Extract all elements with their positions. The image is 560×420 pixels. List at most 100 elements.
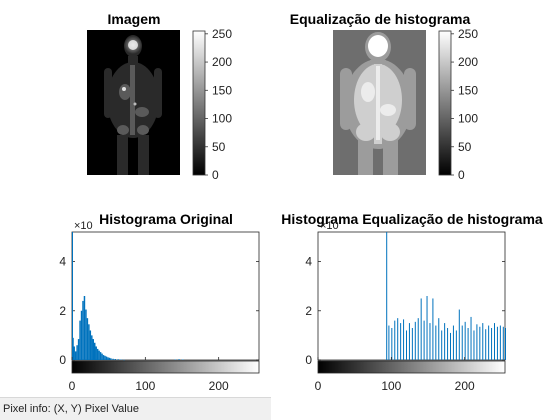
colorbar-tick-label: 200	[458, 55, 478, 69]
colorbar-tick-label: 50	[458, 140, 472, 154]
histogram-bar	[450, 332, 451, 360]
histogram-bar	[485, 329, 487, 360]
histogram-bar	[470, 316, 472, 360]
y-tick-label: 4	[59, 255, 66, 269]
histogram-bar	[85, 309, 87, 360]
histogram-bar	[182, 359, 184, 361]
colorbar-tick-label: 250	[458, 27, 478, 41]
pixel-info-statusbar: Pixel info: (X, Y) Pixel Value	[0, 397, 271, 420]
histogram-bar	[429, 323, 431, 360]
histogram-bar	[417, 318, 419, 360]
histogram-bar	[452, 325, 454, 360]
histogram-bar	[88, 324, 90, 360]
colorbar-tick-label: 150	[458, 83, 478, 97]
colorbar-original: 250 200 150 100 50 0	[192, 27, 232, 182]
histogram-bar	[391, 328, 393, 360]
histogram-bar	[400, 323, 402, 360]
histogram-bar	[467, 328, 469, 360]
image-equalized-title: Equalização de histograma	[290, 11, 471, 27]
histogram-bar	[89, 330, 92, 360]
histogram-bar	[95, 346, 97, 360]
x-tick-label: 200	[209, 379, 229, 393]
histogram-bar	[77, 339, 80, 360]
histogram-bar	[426, 296, 428, 360]
pixel-info-text: Pixel info: (X, Y) Pixel Value	[3, 403, 139, 415]
histogram-bar	[397, 318, 399, 360]
histogram-equalized-title: Histograma Equalização de histograma	[281, 211, 543, 227]
histogram-bar	[479, 326, 481, 360]
histogram-bar	[72, 337, 74, 360]
histogram-bar	[79, 320, 81, 360]
histogram-original-chart[interactable]: 0 2 4 ×10 0 100 200	[59, 220, 260, 393]
histogram-bar	[120, 359, 122, 361]
histogram-bar	[117, 359, 119, 360]
colorbar-tick-label: 250	[212, 27, 232, 41]
histogram-bar	[476, 324, 478, 360]
histogram-bar	[423, 320, 425, 360]
histogram-bar	[458, 309, 460, 360]
y-tick-label: 4	[305, 255, 312, 269]
histogram-bar	[110, 358, 112, 360]
histogram-bar	[91, 335, 93, 360]
pet-image-original[interactable]	[87, 30, 180, 175]
histogram-equalized-chart[interactable]: 0 2 4 ×10 0 100 200	[305, 220, 506, 393]
histogram-bar	[491, 328, 493, 360]
intensity-colorstrip	[71, 360, 260, 374]
y-exponent-label: ×10	[320, 220, 339, 232]
histogram-bar	[114, 359, 116, 360]
histogram-bar	[76, 345, 78, 360]
x-tick-label: 100	[381, 379, 401, 393]
histogram-bar	[80, 310, 83, 360]
histogram-bar	[408, 323, 410, 360]
histogram-bar	[488, 325, 490, 360]
histogram-bar	[435, 325, 437, 360]
histogram-bar	[99, 352, 102, 360]
y-tick-label: 2	[305, 304, 312, 318]
histogram-bar	[447, 328, 449, 360]
histogram-bar	[178, 359, 180, 360]
histogram-bar	[441, 330, 443, 360]
histogram-bar	[455, 330, 457, 360]
histogram-bar	[73, 346, 75, 360]
histogram-bar	[86, 318, 89, 360]
histogram-bar	[394, 320, 396, 360]
colorbar-equalized: 250 200 150 100 50 0	[438, 27, 478, 182]
histogram-bar	[112, 358, 114, 360]
histogram-bar	[420, 298, 422, 360]
histogram-bar	[174, 359, 177, 361]
colorbar-tick-label: 0	[458, 168, 465, 182]
histogram-bar	[74, 351, 77, 360]
pet-image-equalized[interactable]	[333, 30, 426, 175]
histogram-bar	[107, 357, 109, 360]
y-tick-label: 2	[59, 304, 66, 318]
histogram-bar	[82, 300, 84, 360]
colorbar-tick-label: 150	[212, 83, 232, 97]
histogram-bar	[98, 350, 100, 360]
histogram-original-title: Histograma Original	[99, 211, 233, 227]
histogram-bar	[444, 323, 446, 360]
plot-area	[71, 231, 260, 361]
histogram-bar	[105, 356, 108, 360]
colorbar-tick-label: 200	[212, 55, 232, 69]
histogram-bar	[102, 355, 105, 360]
colorbar-tick-label: 100	[458, 112, 478, 126]
y-tick-label: 0	[59, 353, 66, 367]
y-tick-label: 0	[305, 353, 312, 367]
histogram-bar	[101, 353, 103, 360]
image-original-title: Imagem	[108, 11, 161, 27]
histogram-bar	[83, 296, 86, 360]
histogram-bar	[502, 326, 504, 360]
x-tick-label: 200	[455, 379, 475, 393]
histogram-bar	[499, 325, 501, 360]
histogram-bar	[414, 321, 416, 360]
histogram-bar	[411, 328, 413, 360]
histogram-bar	[473, 330, 475, 360]
x-tick-label: 0	[69, 379, 76, 393]
histogram-bar	[496, 326, 498, 360]
histogram-bar	[72, 232, 73, 360]
x-tick-label: 0	[315, 379, 322, 393]
histogram-bar	[386, 232, 388, 360]
histogram-bar	[388, 325, 390, 360]
histogram-bar	[464, 321, 466, 360]
